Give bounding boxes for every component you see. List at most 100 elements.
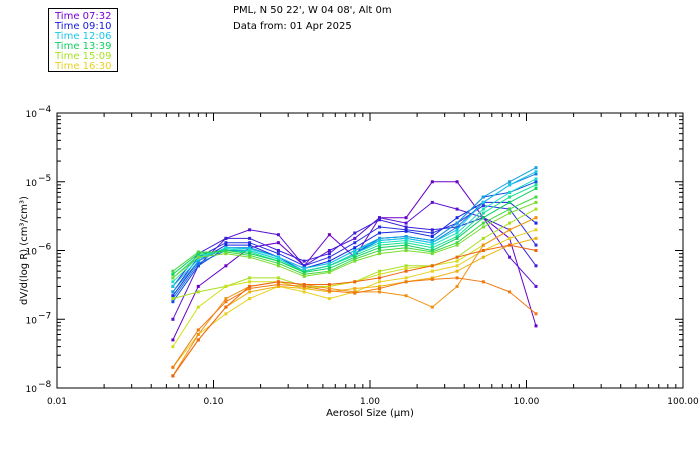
data-point	[534, 312, 538, 316]
data-point	[481, 236, 485, 240]
data-point	[378, 272, 381, 276]
x-tick-label: 0.01	[47, 397, 67, 407]
data-point	[353, 280, 357, 284]
series-1206	[171, 170, 538, 288]
data-point	[455, 276, 459, 280]
y-tick-exponent: −4	[38, 105, 52, 115]
y-tick-label: 10	[26, 110, 38, 120]
data-point	[430, 200, 434, 204]
data-point	[481, 221, 485, 225]
data-point	[508, 207, 512, 211]
data-point	[430, 252, 434, 256]
data-point	[404, 266, 408, 270]
data-point	[455, 236, 459, 240]
plot-frame	[56, 112, 684, 389]
data-point	[276, 259, 280, 263]
data-point	[248, 253, 252, 257]
y-axis-title: dV/d(log R) (cm³/cm³)	[19, 196, 30, 305]
data-point	[276, 233, 280, 237]
data-point	[455, 231, 459, 235]
data-point	[534, 249, 538, 252]
data-point	[224, 297, 228, 301]
data-point	[430, 235, 434, 238]
y-tick-label: 10	[26, 179, 38, 189]
data-point	[481, 207, 485, 211]
data-point	[430, 239, 434, 242]
data-point	[196, 333, 200, 336]
legend-item: Time 16:30	[55, 61, 112, 72]
data-point	[508, 243, 512, 247]
legend-item: Time 09:10	[55, 21, 112, 32]
data-point	[404, 294, 408, 298]
data-point	[353, 255, 357, 259]
data-point	[378, 225, 381, 229]
data-point	[481, 280, 485, 284]
data-point	[302, 270, 306, 274]
data-point	[327, 261, 331, 265]
data-point	[534, 264, 538, 268]
data-point	[455, 255, 459, 259]
data-point	[171, 374, 175, 378]
data-point	[196, 264, 200, 268]
data-point	[276, 264, 280, 268]
data-point	[404, 249, 408, 252]
data-point	[481, 243, 485, 247]
data-point	[534, 177, 538, 181]
data-point	[248, 236, 252, 240]
data-point	[196, 259, 200, 263]
y-tick-exponent: −6	[38, 243, 52, 253]
data-point	[481, 255, 485, 259]
data-point	[276, 276, 280, 280]
data-point	[276, 280, 280, 284]
series-1740	[171, 276, 538, 369]
data-point	[404, 243, 408, 247]
data-point	[378, 241, 381, 245]
data-point	[481, 195, 485, 199]
data-point	[171, 365, 175, 369]
data-point	[353, 236, 357, 240]
data-point	[378, 231, 381, 235]
data-point	[353, 246, 357, 250]
x-tick-label: 100.00	[667, 397, 699, 407]
data-point	[248, 284, 252, 288]
data-point	[248, 287, 252, 290]
data-point	[378, 218, 381, 222]
data-point	[455, 284, 459, 288]
data-point	[404, 280, 408, 284]
data-point	[378, 252, 381, 256]
data-point	[534, 284, 538, 288]
data-point	[196, 290, 200, 294]
data-point	[196, 261, 200, 265]
data-point	[378, 290, 381, 294]
data-point	[276, 261, 280, 265]
data-point	[327, 264, 331, 268]
x-axis-title: Aerosol Size (μm)	[326, 408, 414, 419]
data-point	[508, 180, 512, 184]
x-tick-label: 0.10	[203, 397, 223, 407]
data-point	[455, 269, 459, 273]
data-point	[378, 287, 381, 290]
data-point	[224, 252, 228, 256]
data-point	[353, 253, 357, 257]
data-point	[455, 264, 459, 268]
data-point	[508, 290, 512, 294]
legend-item: Time 07:32	[55, 11, 112, 22]
data-point	[171, 345, 175, 349]
data-point	[248, 297, 252, 301]
series-1100	[171, 166, 538, 294]
data-point	[248, 255, 252, 259]
series-1720	[171, 216, 538, 378]
data-point	[224, 243, 228, 247]
data-point	[302, 272, 306, 276]
data-point	[455, 207, 459, 211]
y-tick-exponent: −5	[38, 174, 51, 184]
data-point	[171, 338, 175, 342]
data-point	[327, 270, 331, 274]
data-point	[404, 229, 408, 233]
series-line	[172, 173, 537, 299]
data-point	[327, 284, 331, 288]
data-point	[224, 284, 228, 288]
legend-item: Time 12:06	[55, 31, 112, 42]
data-point	[196, 328, 200, 332]
data-point	[534, 236, 538, 240]
